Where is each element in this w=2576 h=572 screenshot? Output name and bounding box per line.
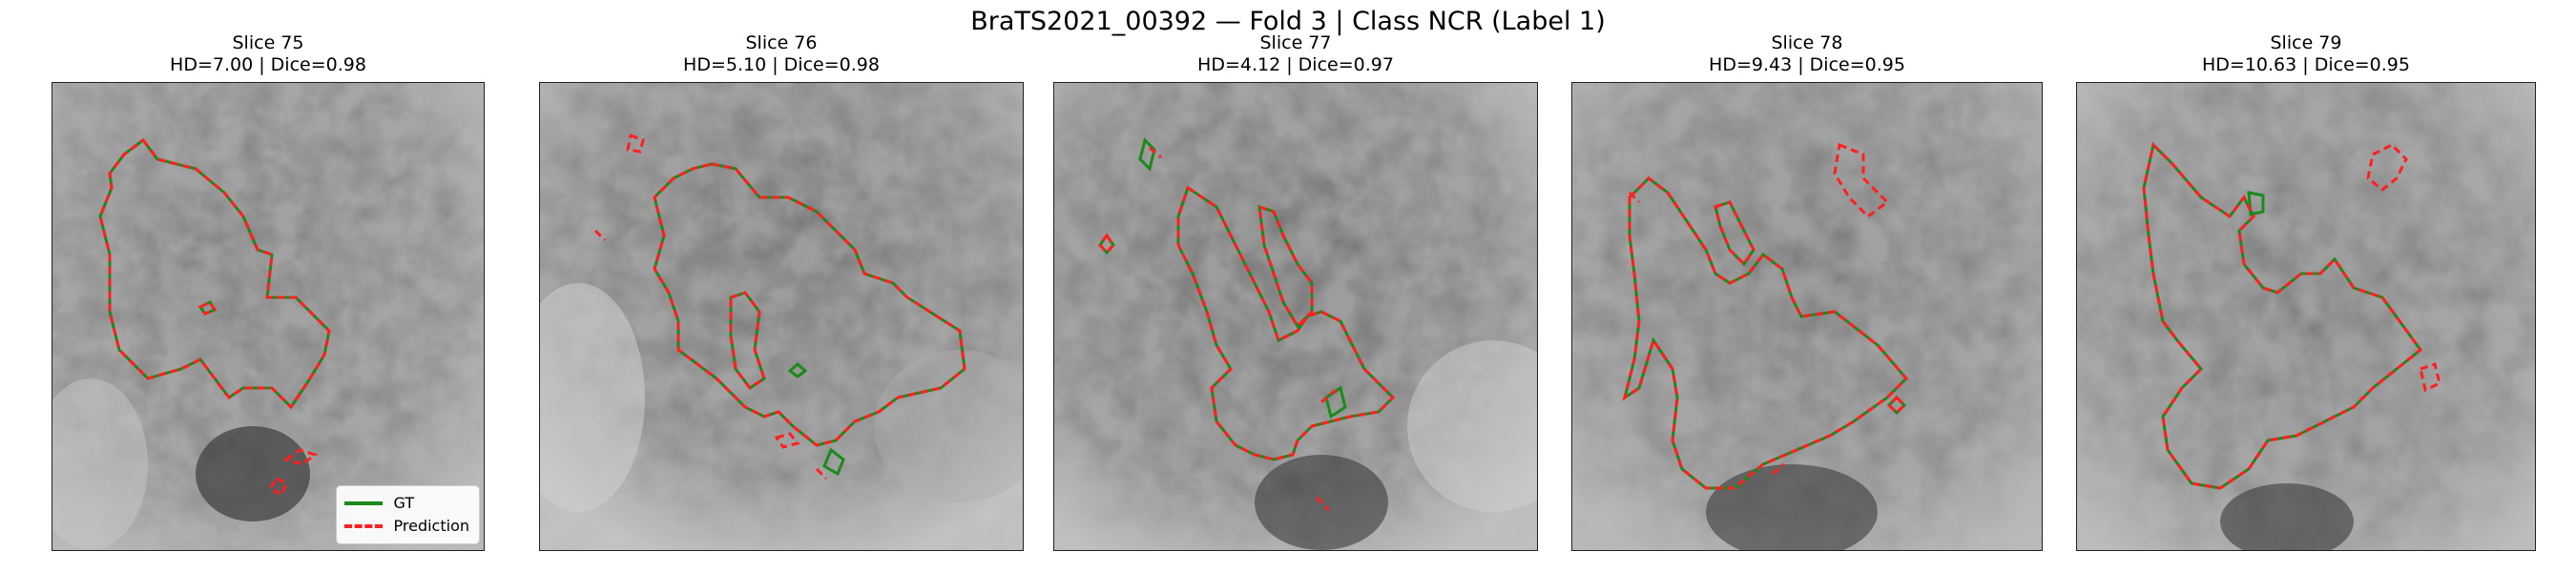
mri-slice-image: [1571, 82, 2043, 551]
slice-label: Slice 76: [745, 32, 818, 53]
prediction-contour: [98, 137, 331, 498]
prediction-contour: [1622, 142, 1909, 490]
slice-metrics: HD=9.43 | Dice=0.95: [1709, 54, 1905, 75]
slice-label: Slice 79: [2270, 32, 2342, 53]
prediction-contour: [2142, 142, 2441, 490]
slice-panel-2: Slice 76 HD=5.10 | Dice=0.98: [539, 32, 1024, 551]
legend: GT Prediction: [335, 485, 480, 544]
prediction-contour: [1098, 146, 1396, 512]
figure-title: BraTS2021_00392 — Fold 3 | Class NCR (La…: [970, 7, 1606, 36]
prediction-line-swatch: [343, 524, 383, 528]
legend-gt-label: GT: [393, 494, 415, 512]
slice-label: Slice 75: [232, 32, 304, 53]
slice-label: Slice 78: [1771, 32, 1843, 53]
slice-metrics: HD=5.10 | Dice=0.98: [683, 54, 880, 75]
slice-panel-3: Slice 77 HD=4.12 | Dice=0.97: [1053, 32, 1538, 551]
slice-metrics: HD=7.00 | Dice=0.98: [170, 54, 366, 75]
mri-slice-image: [1053, 82, 1538, 551]
mri-slice-image: GT Prediction: [52, 82, 485, 551]
slice-panel-5: Slice 79 HD=10.63 | Dice=0.95: [2076, 32, 2536, 551]
slice-label: Slice 77: [1259, 32, 1332, 53]
slice-metrics: HD=10.63 | Dice=0.95: [2202, 54, 2410, 75]
legend-item-prediction: Prediction: [343, 515, 469, 538]
slice-panel-1: Slice 75 HD=7.00 | Dice=0.98: [52, 32, 485, 551]
gt-line-swatch: [343, 501, 383, 505]
mri-slice-image: [539, 82, 1024, 551]
slice-metrics: HD=4.12 | Dice=0.97: [1197, 54, 1394, 75]
prediction-contour: [593, 133, 966, 480]
legend-prediction-label: Prediction: [393, 517, 469, 535]
mri-slice-image: [2076, 82, 2536, 551]
legend-item-gt: GT: [343, 492, 469, 515]
slice-panel-4: Slice 78 HD=9.43 | Dice=0.95: [1571, 32, 2043, 551]
